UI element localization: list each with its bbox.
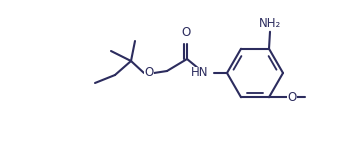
Text: NH₂: NH₂ <box>259 17 281 30</box>
Text: O: O <box>287 91 297 104</box>
Text: O: O <box>181 26 191 39</box>
Text: HN: HN <box>190 66 208 80</box>
Text: O: O <box>144 66 154 80</box>
